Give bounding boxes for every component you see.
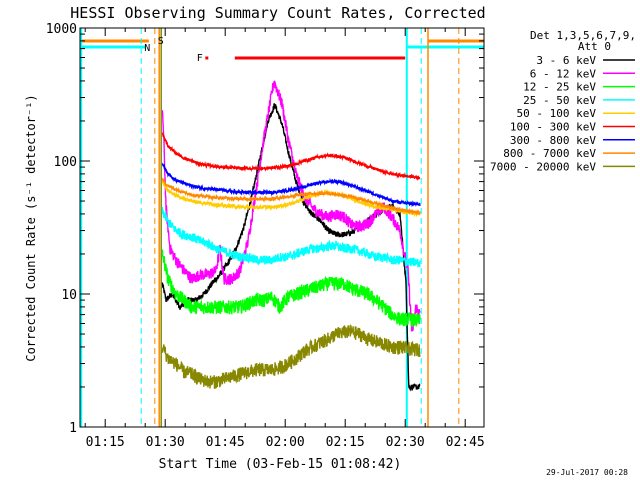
y-tick-label-3: 1000 [46, 22, 77, 37]
x-tick-label-2: 01:45 [206, 435, 245, 450]
y-tick-label-0: 1 [69, 421, 77, 436]
legend-label-6: 300 - 800 keV [510, 134, 596, 147]
x-tick-label-3: 02:00 [266, 435, 305, 450]
saa-label: S [158, 36, 164, 47]
night-label: N [144, 43, 150, 54]
legend-label-3: 25 - 50 keV [523, 94, 596, 107]
x-tick-label-4: 02:15 [326, 435, 365, 450]
series-line-2 [161, 249, 421, 328]
series-line-3 [161, 206, 421, 268]
legend-label-8: 7000 - 20000 keV [490, 160, 596, 173]
x-axis-label: Start Time (03-Feb-15 01:08:42) [159, 457, 402, 472]
series-line-4 [161, 180, 421, 218]
series-group [161, 80, 421, 392]
legend-header-line-1: Det 1,3,5,6,7,9, [530, 29, 636, 42]
series-line-5 [161, 131, 421, 182]
y-tick-label-2: 100 [54, 155, 77, 170]
overlay-bands: F SN [80, 28, 484, 427]
plot-frame [79, 27, 485, 428]
series-line-8 [161, 323, 421, 389]
axis-ticks: 01:15 01:30 01:45 02:00 02:15 02:30 02:45 1 10 10… [46, 22, 485, 450]
legend-label-4: 50 - 100 keV [517, 107, 597, 120]
legend-label-5: 100 - 300 keV [510, 121, 596, 134]
series-line-6 [161, 162, 421, 208]
footer-timestamp: 29-Jul-2017 00:28 [546, 468, 628, 477]
y-tick-label-1: 10 [61, 288, 77, 303]
x-tick-label-6: 02:45 [446, 435, 485, 450]
legend-label-0: 3 - 6 keV [536, 54, 596, 67]
flare-label: F [197, 53, 203, 64]
series-line-7 [161, 176, 421, 216]
legend-label-1: 6 - 12 keV [530, 67, 597, 80]
y-axis-label: Corrected Count Rate (s⁻¹ detector⁻¹) [24, 94, 38, 361]
chart-title: HESSI Observing Summary Count Rates, Cor… [70, 4, 485, 22]
x-tick-label-0: 01:15 [86, 435, 125, 450]
x-tick-label-1: 01:30 [146, 435, 185, 450]
flare-marker [205, 56, 209, 60]
legend-label-7: 800 - 7000 keV [503, 147, 596, 160]
x-tick-label-5: 02:30 [386, 435, 425, 450]
series-line-1 [161, 80, 421, 332]
legend-header-line-2: Att 0 [578, 40, 611, 53]
legend-label-2: 12 - 25 keV [523, 81, 596, 94]
